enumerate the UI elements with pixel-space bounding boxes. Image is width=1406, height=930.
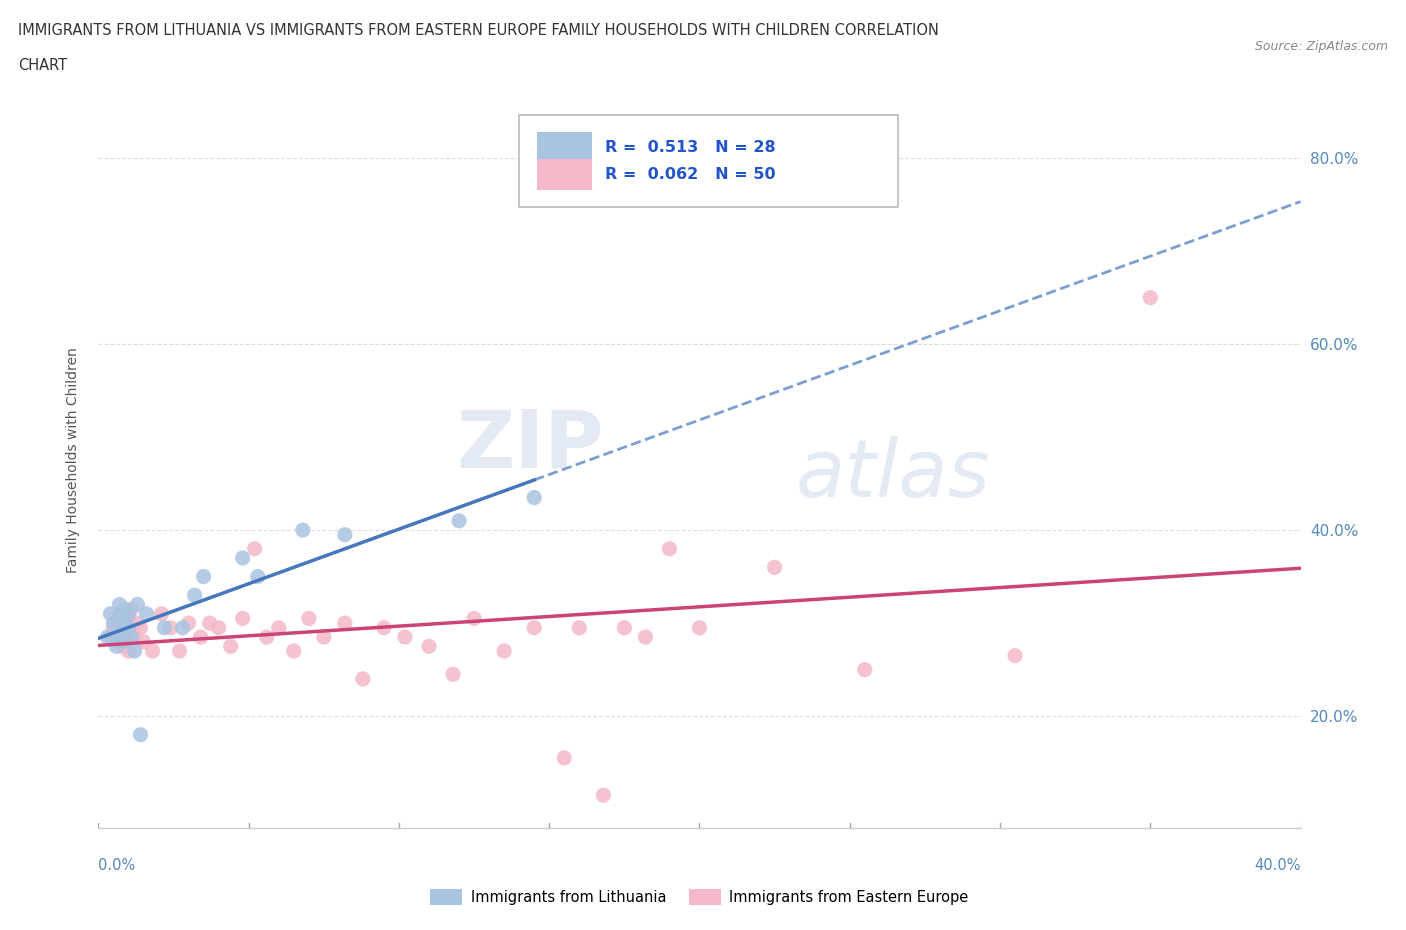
Point — [111, 620, 134, 635]
Point — [150, 606, 173, 621]
Point — [232, 551, 254, 565]
Point — [108, 611, 131, 626]
Point — [127, 616, 149, 631]
Text: IMMIGRANTS FROM LITHUANIA VS IMMIGRANTS FROM EASTERN EUROPE FAMILY HOUSEHOLDS WI: IMMIGRANTS FROM LITHUANIA VS IMMIGRANTS … — [18, 23, 939, 38]
Point — [177, 616, 200, 631]
Point — [111, 630, 134, 644]
Point — [568, 620, 591, 635]
Text: 0.0%: 0.0% — [98, 857, 135, 872]
Text: 40.0%: 40.0% — [1254, 857, 1301, 872]
Text: ZIP: ZIP — [456, 406, 603, 485]
Point — [1139, 290, 1161, 305]
Point — [523, 490, 546, 505]
FancyBboxPatch shape — [537, 132, 592, 163]
FancyBboxPatch shape — [537, 159, 592, 190]
Point — [127, 597, 149, 612]
Text: R =  0.062   N = 50: R = 0.062 N = 50 — [605, 167, 775, 182]
Point — [114, 602, 136, 617]
Point — [763, 560, 786, 575]
Point — [108, 606, 131, 621]
Point — [441, 667, 464, 682]
FancyBboxPatch shape — [519, 115, 898, 206]
Point — [117, 620, 139, 635]
Point — [100, 606, 122, 621]
Point — [129, 620, 152, 635]
Point — [129, 727, 152, 742]
Y-axis label: Family Households with Children: Family Households with Children — [66, 348, 80, 573]
Point — [243, 541, 266, 556]
Point — [283, 644, 305, 658]
Legend: Immigrants from Lithuania, Immigrants from Eastern Europe: Immigrants from Lithuania, Immigrants fr… — [425, 883, 974, 911]
Point — [153, 620, 176, 635]
Point — [117, 606, 139, 621]
Point — [103, 620, 125, 635]
Point — [447, 513, 470, 528]
Point — [394, 630, 416, 644]
Point — [100, 630, 122, 644]
Point — [105, 616, 128, 631]
Point — [853, 662, 876, 677]
Point — [312, 630, 335, 644]
Point — [111, 639, 134, 654]
Point — [333, 616, 356, 631]
Point — [246, 569, 269, 584]
Point — [523, 620, 546, 635]
Point — [373, 620, 395, 635]
Point — [352, 671, 374, 686]
Point — [267, 620, 290, 635]
Point — [135, 606, 157, 621]
Text: R =  0.513   N = 28: R = 0.513 N = 28 — [605, 140, 775, 155]
Point — [132, 634, 155, 649]
Point — [463, 611, 485, 626]
Point — [219, 639, 242, 654]
Point — [103, 616, 125, 631]
Point — [198, 616, 221, 631]
Point — [592, 788, 614, 803]
Point — [121, 630, 143, 644]
Point — [114, 625, 136, 640]
Point — [613, 620, 636, 635]
Point — [117, 611, 139, 626]
Point — [117, 644, 139, 658]
Point — [333, 527, 356, 542]
Point — [124, 630, 146, 644]
Point — [658, 541, 681, 556]
Point — [291, 523, 314, 538]
Point — [1004, 648, 1026, 663]
Point — [553, 751, 575, 765]
Point — [689, 620, 711, 635]
Point — [159, 620, 181, 635]
Point — [169, 644, 191, 658]
Point — [190, 630, 212, 644]
Point — [256, 630, 278, 644]
Point — [111, 634, 134, 649]
Point — [634, 630, 657, 644]
Point — [193, 569, 215, 584]
Point — [96, 630, 118, 644]
Point — [232, 611, 254, 626]
Point — [124, 644, 146, 658]
Point — [105, 630, 128, 644]
Point — [121, 602, 143, 617]
Point — [141, 644, 163, 658]
Point — [418, 639, 440, 654]
Text: atlas: atlas — [796, 436, 990, 514]
Point — [298, 611, 321, 626]
Point — [208, 620, 231, 635]
Point — [183, 588, 205, 603]
Point — [114, 616, 136, 631]
Point — [172, 620, 194, 635]
Point — [108, 597, 131, 612]
Point — [494, 644, 516, 658]
Point — [105, 639, 128, 654]
Text: Source: ZipAtlas.com: Source: ZipAtlas.com — [1254, 40, 1388, 53]
Text: CHART: CHART — [18, 58, 67, 73]
